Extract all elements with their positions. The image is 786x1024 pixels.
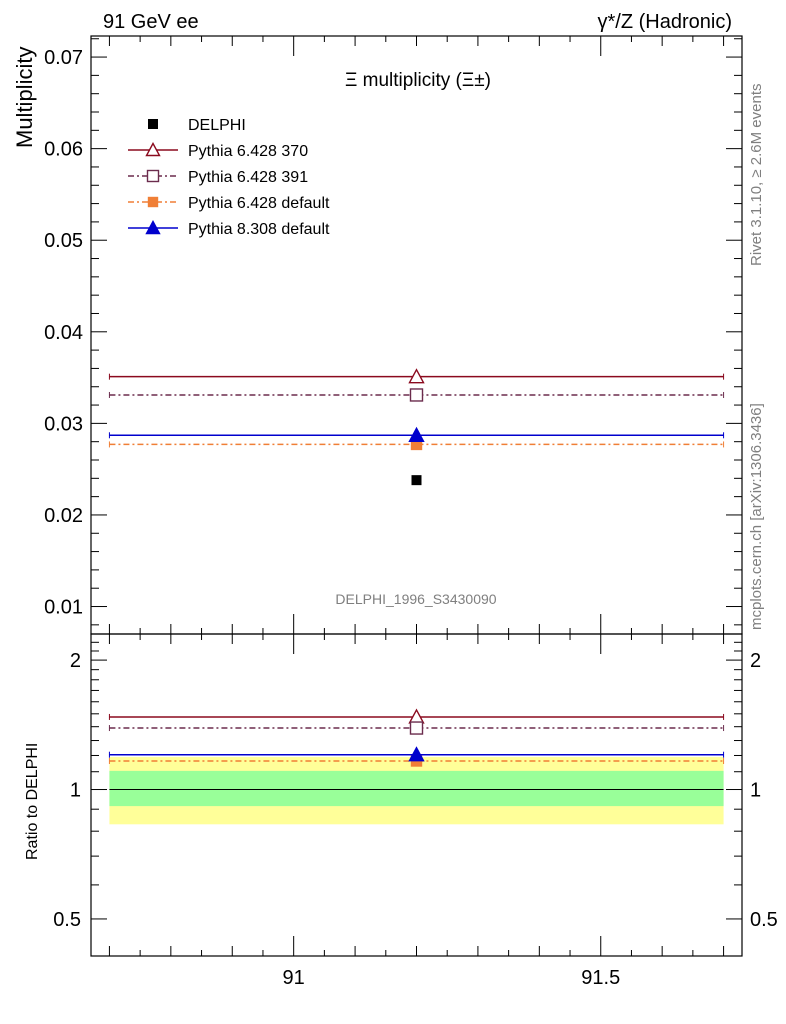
- plot-title: Ξ multiplicity (Ξ±): [345, 70, 491, 91]
- series-marker: [409, 388, 424, 402]
- series-marker: [145, 220, 161, 235]
- series-layer: [108, 368, 725, 767]
- series-delphi: [411, 475, 422, 486]
- ratio-tick-label-right: 0.5: [750, 909, 778, 931]
- y-tick-label: 0.07: [44, 47, 83, 69]
- y-tick-label: 0.06: [44, 139, 83, 161]
- legend-label: Pythia 6.428 370: [188, 143, 308, 160]
- ratio-tick-label-left: 1: [70, 780, 81, 802]
- ratio-plot-frame: [90, 633, 743, 957]
- x-tick-label: 91: [283, 967, 305, 989]
- ratio-axis-label: Ratio to DELPHI: [24, 743, 41, 860]
- series-marker: [147, 196, 159, 208]
- legend-item-pythia-6-428-370: Pythia 6.428 370: [128, 142, 308, 160]
- ratio-tick-label-left: 0.5: [53, 909, 81, 931]
- ratio-tick-label-right: 2: [750, 650, 761, 672]
- legend-item-pythia-6-428-default: Pythia 6.428 default: [128, 195, 330, 212]
- legend-label: DELPHI: [188, 117, 246, 134]
- y-tick-label: 0.04: [44, 322, 83, 344]
- series-pythia-6-428-370: [108, 368, 725, 724]
- x-tick-label: 91.5: [581, 967, 620, 989]
- ratio-uncertainty-band-1sigma: [109, 770, 724, 807]
- series-pythia-8-308-default: [108, 426, 725, 762]
- legend-label: Pythia 8.308 default: [188, 221, 330, 238]
- legend-marker: [148, 119, 158, 129]
- legend-label: Pythia 6.428 default: [188, 195, 330, 212]
- header-right-label: γ*/Z (Hadronic): [598, 11, 732, 33]
- series-marker: [408, 746, 425, 762]
- legend-label: Pythia 6.428 391: [188, 169, 308, 186]
- legend: DELPHI Pythia 6.428 370 Pythia 6.428 391 Py…: [128, 117, 330, 238]
- ratio-tick-label-left: 2: [70, 650, 81, 672]
- rivet-version-label: Rivet 3.1.10, ≥ 2.6M events: [748, 84, 765, 267]
- y-axis-label: Multiplicity: [12, 47, 37, 148]
- series-marker: [146, 169, 160, 183]
- y-tick-label: 0.01: [44, 597, 83, 619]
- series-marker: [409, 721, 424, 735]
- analysis-label: DELPHI_1996_S3430090: [335, 591, 496, 607]
- series-marker: [145, 142, 161, 157]
- axis-ticks: 0.01 0.02 0.03 0.04 0.05 0.06 0.07 91 91.5 0.5 0.5…: [44, 36, 778, 989]
- legend-item-pythia-8-308-default: Pythia 8.308 default: [128, 220, 330, 238]
- data-marker: [411, 475, 422, 486]
- series-marker: [408, 368, 425, 384]
- mcplots-label: mcplots.cern.ch [arXiv:1306.3436]: [748, 403, 765, 630]
- legend-item-delphi: DELPHI: [148, 117, 246, 134]
- legend-item-pythia-6-428-391: Pythia 6.428 391: [128, 169, 308, 186]
- y-tick-label: 0.02: [44, 505, 83, 527]
- y-tick-label: 0.05: [44, 230, 83, 252]
- series-marker: [408, 426, 425, 442]
- y-tick-label: 0.03: [44, 413, 83, 435]
- ratio-tick-label-right: 1: [750, 780, 761, 802]
- series-pythia-6-428-391: [108, 388, 725, 735]
- header-left-label: 91 GeV ee: [103, 11, 199, 33]
